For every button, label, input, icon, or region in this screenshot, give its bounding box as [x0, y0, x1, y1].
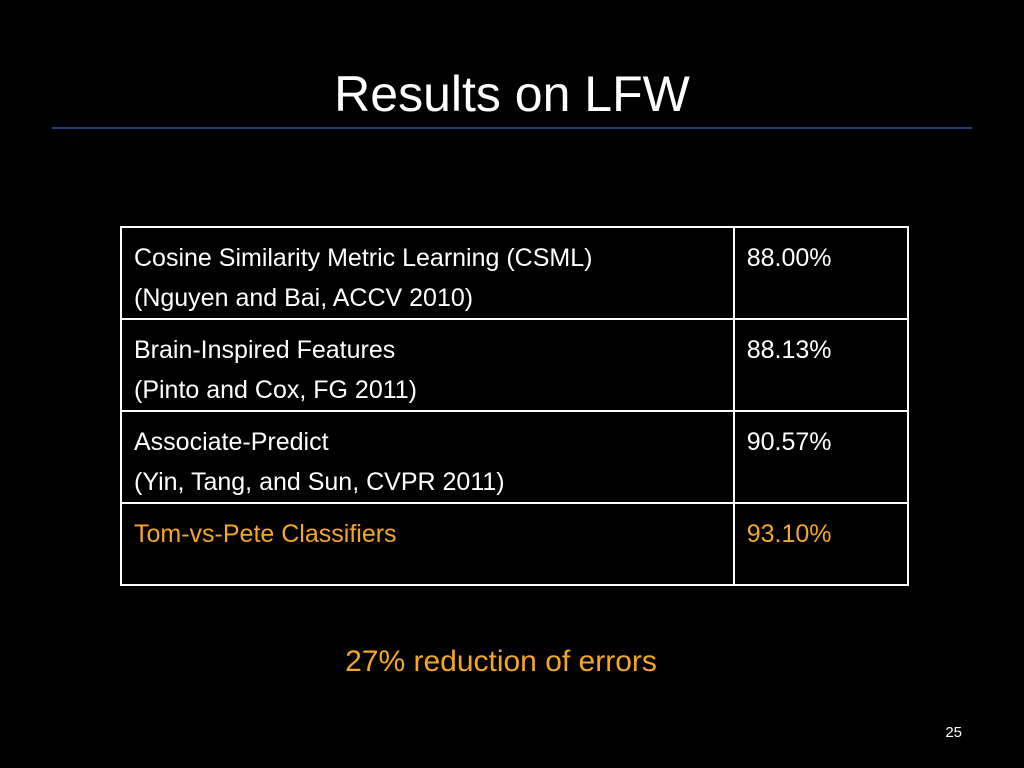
method-cell: Cosine Similarity Metric Learning (CSML)…: [120, 226, 735, 320]
method-citation: (Nguyen and Bai, ACCV 2010): [134, 284, 474, 312]
method-name: Associate-Predict: [134, 428, 329, 456]
table-row: Cosine Similarity Metric Learning (CSML)…: [120, 226, 910, 320]
slide-title: Results on LFW: [334, 66, 690, 122]
table-row: Brain-Inspired Features (Pinto and Cox, …: [120, 318, 910, 412]
accuracy-cell: 88.00%: [732, 226, 910, 320]
method-cell: Associate-Predict (Yin, Tang, and Sun, C…: [120, 410, 735, 504]
table-row: Associate-Predict (Yin, Tang, and Sun, C…: [120, 410, 910, 504]
accuracy-cell: 93.10%: [732, 502, 910, 586]
method-name: Cosine Similarity Metric Learning (CSML): [134, 244, 593, 272]
method-cell: Tom-vs-Pete Classifiers: [120, 502, 735, 586]
method-name: Tom-vs-Pete Classifiers: [134, 520, 397, 548]
table-row-highlighted: Tom-vs-Pete Classifiers 93.10%: [120, 502, 910, 586]
method-name: Brain-Inspired Features: [134, 336, 396, 364]
accuracy-cell: 90.57%: [732, 410, 910, 504]
accuracy-cell: 88.13%: [732, 318, 910, 412]
results-table: Cosine Similarity Metric Learning (CSML)…: [120, 226, 910, 586]
method-citation: (Yin, Tang, and Sun, CVPR 2011): [134, 468, 505, 496]
error-reduction-caption: 27% reduction of errors: [345, 645, 657, 678]
method-citation: (Pinto and Cox, FG 2011): [134, 376, 418, 404]
method-cell: Brain-Inspired Features (Pinto and Cox, …: [120, 318, 735, 412]
title-divider: [52, 127, 972, 129]
page-number: 25: [945, 724, 962, 741]
